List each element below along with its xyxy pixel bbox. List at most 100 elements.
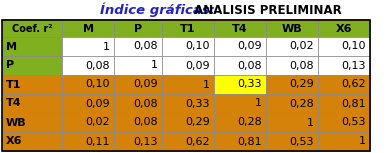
Text: 0,09: 0,09: [133, 80, 158, 90]
Bar: [266, 37, 318, 56]
Bar: [318, 132, 370, 151]
Bar: [318, 56, 370, 75]
Text: WB: WB: [282, 24, 302, 34]
Bar: [266, 94, 318, 113]
Bar: [2, 0, 370, 20]
Bar: [114, 56, 162, 75]
Bar: [2, 113, 62, 132]
Text: 0,13: 0,13: [133, 136, 158, 147]
Bar: [162, 37, 214, 56]
Text: 0,08: 0,08: [133, 118, 158, 127]
Text: 0,53: 0,53: [289, 136, 314, 147]
Bar: [266, 75, 318, 94]
Bar: [114, 37, 162, 56]
Bar: [2, 132, 62, 151]
Bar: [62, 20, 114, 37]
Bar: [214, 132, 266, 151]
Text: 0,29: 0,29: [289, 80, 314, 90]
Bar: [266, 113, 318, 132]
Text: 0,81: 0,81: [341, 99, 366, 108]
Bar: [2, 19, 168, 22]
Bar: [214, 113, 266, 132]
Text: 0,08: 0,08: [289, 60, 314, 71]
Bar: [214, 56, 266, 75]
Bar: [62, 37, 114, 56]
Bar: [318, 20, 370, 37]
Text: 1: 1: [307, 118, 314, 127]
Bar: [2, 20, 370, 151]
Bar: [162, 20, 214, 37]
Bar: [214, 37, 266, 56]
Bar: [162, 75, 214, 94]
Text: 0,08: 0,08: [85, 60, 110, 71]
Bar: [2, 94, 62, 113]
Bar: [318, 94, 370, 113]
Text: 0,29: 0,29: [185, 118, 210, 127]
Bar: [114, 94, 162, 113]
Text: 0,10: 0,10: [85, 80, 110, 90]
Text: T4: T4: [232, 24, 248, 34]
Text: X6: X6: [6, 136, 23, 147]
Text: X6: X6: [336, 24, 352, 34]
Text: 1: 1: [151, 60, 158, 71]
Text: 0,09: 0,09: [185, 60, 210, 71]
Bar: [266, 20, 318, 37]
Text: 0,10: 0,10: [186, 41, 210, 52]
Bar: [168, 19, 370, 22]
Bar: [62, 75, 114, 94]
Text: 0,09: 0,09: [85, 99, 110, 108]
Text: 0,10: 0,10: [342, 41, 366, 52]
Text: P: P: [134, 24, 142, 34]
Bar: [266, 132, 318, 151]
Text: 0,02: 0,02: [85, 118, 110, 127]
Bar: [318, 37, 370, 56]
Bar: [114, 132, 162, 151]
Text: 0,33: 0,33: [186, 99, 210, 108]
Text: 0,53: 0,53: [342, 118, 366, 127]
Text: 0,28: 0,28: [237, 118, 262, 127]
Bar: [2, 75, 62, 94]
Bar: [162, 56, 214, 75]
Bar: [114, 113, 162, 132]
Bar: [62, 113, 114, 132]
Text: 0,02: 0,02: [289, 41, 314, 52]
Bar: [266, 56, 318, 75]
Bar: [2, 20, 62, 37]
Text: M: M: [83, 24, 94, 34]
Bar: [114, 75, 162, 94]
Text: 0,11: 0,11: [85, 136, 110, 147]
Text: 0,13: 0,13: [342, 60, 366, 71]
Bar: [62, 56, 114, 75]
Bar: [162, 132, 214, 151]
Bar: [2, 56, 62, 75]
Text: 0,08: 0,08: [133, 99, 158, 108]
Text: Índice gráficas:: Índice gráficas:: [101, 3, 216, 17]
Text: 0,09: 0,09: [238, 41, 262, 52]
Bar: [62, 94, 114, 113]
Text: T4: T4: [6, 99, 21, 108]
Bar: [2, 37, 62, 56]
Text: T1: T1: [6, 80, 21, 90]
Bar: [214, 75, 266, 94]
Bar: [114, 20, 162, 37]
Text: Coef. r²: Coef. r²: [12, 24, 52, 34]
Text: 1: 1: [359, 136, 366, 147]
Text: 1: 1: [103, 41, 110, 52]
Text: 1: 1: [255, 99, 262, 108]
Text: WB: WB: [6, 118, 27, 127]
Text: 0,62: 0,62: [341, 80, 366, 90]
Bar: [318, 113, 370, 132]
Bar: [62, 132, 114, 151]
Text: 0,81: 0,81: [238, 136, 262, 147]
Text: M: M: [6, 41, 17, 52]
Bar: [214, 20, 266, 37]
Bar: [318, 75, 370, 94]
Text: 0,28: 0,28: [289, 99, 314, 108]
Bar: [214, 94, 266, 113]
Text: 0,08: 0,08: [238, 60, 262, 71]
Bar: [162, 94, 214, 113]
Text: P: P: [6, 60, 14, 71]
Bar: [162, 113, 214, 132]
Text: ANALISIS PRELIMINAR: ANALISIS PRELIMINAR: [190, 4, 342, 17]
Text: 0,62: 0,62: [185, 136, 210, 147]
